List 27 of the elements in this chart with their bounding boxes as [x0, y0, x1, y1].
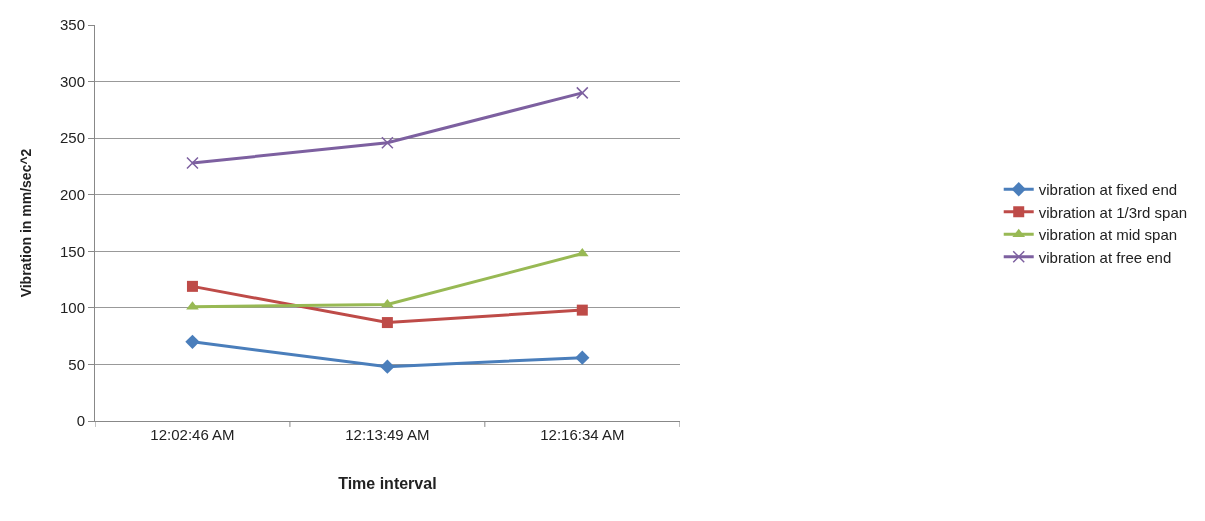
- y-tick-label: 300: [59, 72, 85, 90]
- x-tick-label: 12:16:34 AM: [540, 426, 625, 443]
- point: [186, 280, 198, 292]
- point: [186, 156, 199, 170]
- legend-label: vibration at fixed end: [1038, 181, 1178, 199]
- point: [381, 317, 393, 329]
- y-tick-label: 0: [76, 412, 85, 430]
- x-tick-label: 12:13:49 AM: [345, 426, 430, 443]
- x-tick-label: 12:02:46 AM: [150, 426, 235, 443]
- y-axis-title: Vibration in mm/sec^2: [17, 148, 34, 298]
- legend-label: vibration at free end: [1038, 248, 1172, 266]
- point: [381, 298, 394, 308]
- point: [575, 350, 590, 365]
- point: [576, 86, 589, 100]
- y-tick-label: 350: [59, 16, 85, 34]
- y-tick-label: 250: [59, 129, 85, 147]
- point: [576, 304, 588, 316]
- y-tick-label: 200: [59, 185, 85, 203]
- legend-label: vibration at 1/3rd span: [1038, 203, 1188, 221]
- y-tick-label: 100: [59, 299, 85, 317]
- point: [381, 136, 394, 149]
- y-tick-label: 150: [59, 242, 85, 260]
- point: [185, 334, 200, 349]
- legend-label: vibration at mid span: [1038, 226, 1178, 244]
- x-axis-title: Time interval: [338, 474, 437, 492]
- point: [380, 359, 395, 374]
- y-tick-label: 50: [68, 355, 85, 373]
